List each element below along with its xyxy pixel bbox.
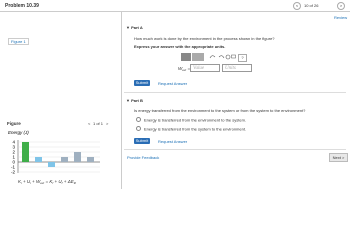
- page: Problem 10.39 < 10 of 26 > Review Figure…: [0, 0, 350, 189]
- answer-symbol: W: [178, 66, 183, 71]
- part-b-question: Is energy transferred from the environme…: [134, 108, 306, 113]
- figure-label: Figure: [7, 121, 21, 126]
- feedback-link[interactable]: Provide Feedback: [127, 155, 160, 160]
- part-divider: [124, 92, 346, 93]
- term-sub: i: [30, 181, 31, 185]
- option-text: Energy is transferred from the environme…: [144, 117, 247, 123]
- option[interactable]: Energy is transferred from the environme…: [136, 117, 246, 123]
- part-a-instruction: Express your answer with the appropriate…: [134, 44, 226, 49]
- answer-equals: =: [187, 66, 191, 71]
- prev-problem[interactable]: <: [293, 2, 301, 10]
- request-answer[interactable]: Request Answer: [158, 139, 188, 144]
- term-symbol: ΔE: [67, 179, 74, 184]
- energy-equation: Ki + Ui + Wext = Kf + Uf + ΔEth: [18, 179, 76, 185]
- panel-divider: [121, 11, 122, 189]
- y-tick-label: 1: [12, 155, 15, 160]
- undo-icon[interactable]: [209, 55, 216, 59]
- value-input[interactable]: Value: [190, 64, 220, 72]
- chart-title: Energy (J): [8, 130, 29, 135]
- problem-position: 10 of 26: [304, 3, 319, 8]
- figure-position: 1 of 1: [93, 121, 104, 126]
- part-b-title: Part B: [131, 98, 143, 103]
- header-divider: [0, 11, 350, 12]
- y-tick-label: 2: [12, 150, 15, 155]
- figure-next[interactable]: >: [106, 121, 109, 126]
- term-symbol: U: [26, 179, 31, 184]
- keyboard-icon[interactable]: [231, 54, 236, 59]
- units-input[interactable]: Units: [222, 64, 252, 72]
- figure-link[interactable]: Figure 1: [8, 38, 29, 45]
- term-sub: f: [61, 181, 63, 185]
- part-divider: [124, 149, 346, 150]
- operator: +: [54, 179, 58, 184]
- review-link[interactable]: Review: [334, 15, 348, 20]
- term-symbol: U: [58, 179, 62, 184]
- option-text: Energy is transferred from the system to…: [144, 126, 247, 132]
- next-problem[interactable]: >: [337, 2, 345, 10]
- term-sub: th: [73, 181, 77, 185]
- part-a-label[interactable]: ▼ Part A: [126, 25, 143, 30]
- submit-button[interactable]: Submit: [134, 138, 150, 144]
- term-sub: ext: [40, 181, 45, 185]
- term-symbol: W: [35, 179, 41, 184]
- y-tick-label: -1: [11, 165, 15, 170]
- bar: [48, 162, 55, 167]
- radio[interactable]: [136, 126, 141, 131]
- term-sub: i: [21, 181, 22, 185]
- term-symbol: K: [18, 179, 22, 184]
- redo-icon[interactable]: [218, 55, 225, 59]
- next-button[interactable]: Next >: [329, 153, 348, 162]
- bar: [74, 152, 81, 162]
- y-tick-label: 4: [12, 140, 15, 145]
- y-tick-label: 3: [12, 145, 15, 150]
- bar: [87, 157, 94, 162]
- operator: +: [22, 179, 26, 184]
- reset-icon[interactable]: [225, 54, 231, 60]
- operator: +: [32, 179, 35, 184]
- template-button[interactable]: [181, 53, 191, 61]
- part-a-question: How much work is done by the environment…: [134, 36, 275, 41]
- radio[interactable]: [136, 117, 141, 122]
- part-b-label[interactable]: ▼ Part B: [126, 98, 143, 103]
- operator: =: [45, 179, 49, 184]
- part-a-title: Part A: [131, 25, 143, 30]
- answer-sub: ext: [182, 68, 187, 72]
- answer-label: Wext =: [178, 66, 190, 72]
- submit-button[interactable]: Submit: [134, 80, 150, 86]
- bar: [22, 142, 29, 162]
- request-answer[interactable]: Request Answer: [158, 81, 188, 86]
- help-button[interactable]: ?: [238, 54, 247, 62]
- bar: [61, 157, 68, 162]
- term-symbol: K: [49, 179, 53, 184]
- term-sub: f: [52, 181, 54, 185]
- y-tick-label: 0: [12, 160, 15, 165]
- bar: [35, 157, 42, 162]
- y-tick-label: -2: [11, 170, 15, 175]
- operator: +: [63, 179, 67, 184]
- math-toolbar: [181, 53, 236, 61]
- option[interactable]: Energy is transferred from the system to…: [136, 126, 246, 132]
- problem-title: Problem 10.39: [5, 3, 39, 9]
- symbol-button[interactable]: [192, 53, 204, 61]
- figure-prev[interactable]: <: [88, 121, 91, 126]
